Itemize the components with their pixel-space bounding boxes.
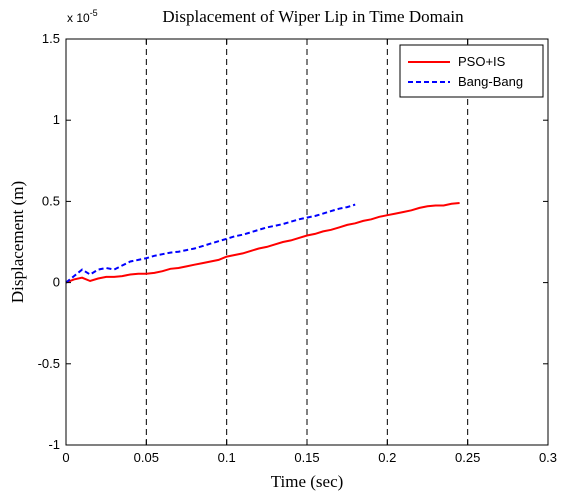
legend-label-2: Bang-Bang [458, 74, 523, 89]
legend: PSO+IS Bang-Bang [399, 44, 544, 98]
x-tick-label: 0.25 [455, 450, 480, 465]
y-tick-label: 1 [53, 112, 60, 127]
y-multiplier-base: x 10 [67, 11, 90, 25]
y-multiplier-exponent: -5 [90, 8, 98, 18]
x-tick-label: 0.2 [378, 450, 396, 465]
x-tick-label: 0.3 [539, 450, 557, 465]
x-axis: 0 0.05 0.1 0.15 0.2 0.25 0.3 [62, 39, 557, 465]
y-axis-multiplier: x 10-5 [67, 8, 98, 25]
y-axis-label: Displacement (m) [8, 181, 27, 303]
y-tick-label: -0.5 [38, 356, 60, 371]
y-tick-label: -1 [48, 437, 60, 452]
series-line-bang-bang [65, 203, 356, 284]
x-tick-label: 0.15 [294, 450, 319, 465]
reference-lines-group [145, 39, 469, 445]
x-tick-label: 0.1 [218, 450, 236, 465]
x-tick-label: 0.05 [134, 450, 159, 465]
y-tick-label: 0.5 [42, 193, 60, 208]
series-line-pso-is [65, 202, 460, 284]
series-group [65, 202, 460, 284]
legend-box [399, 44, 544, 98]
x-axis-label: Time (sec) [271, 472, 344, 491]
x-tick-label: 0 [62, 450, 69, 465]
chart-title: Displacement of Wiper Lip in Time Domain [162, 7, 464, 26]
legend-label-1: PSO+IS [458, 54, 506, 69]
y-tick-label: 0 [53, 275, 60, 290]
y-tick-label: 1.5 [42, 31, 60, 46]
y-axis: -1 -0.5 0 0.5 1 1.5 [38, 31, 548, 452]
